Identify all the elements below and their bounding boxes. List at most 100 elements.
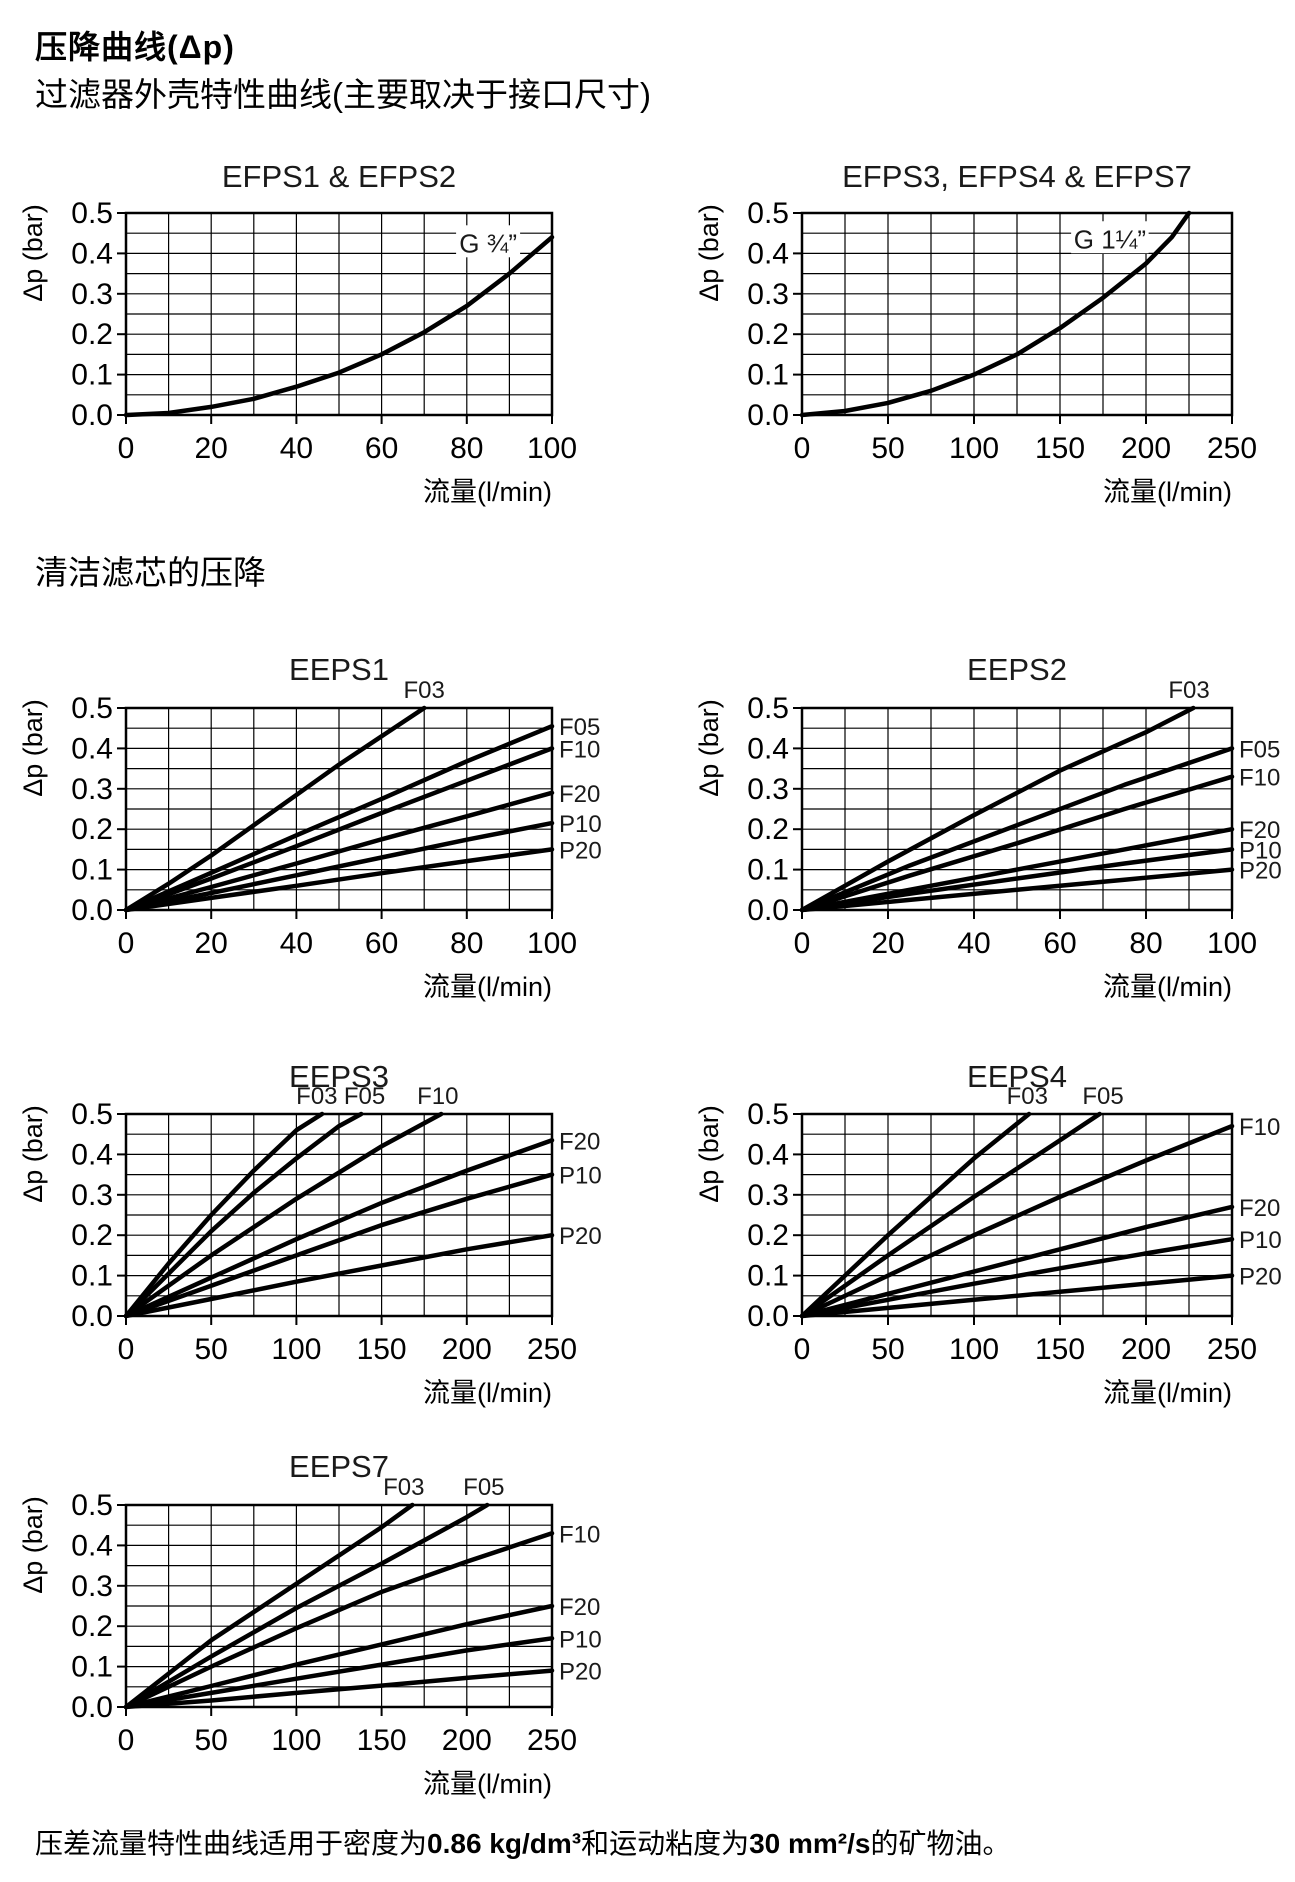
x-tick-label: 20 bbox=[195, 432, 228, 465]
series-line-F05 bbox=[123, 1502, 490, 1710]
series-label-P10: P10 bbox=[1239, 837, 1282, 864]
x-tick-label: 200 bbox=[1121, 1333, 1171, 1366]
x-tick-label: 150 bbox=[357, 1333, 407, 1366]
series-line-P10 bbox=[123, 1636, 555, 1710]
x-tick-label: 100 bbox=[271, 1724, 321, 1757]
x-tick-label: 200 bbox=[1121, 432, 1171, 465]
series-label-F20: F20 bbox=[1239, 1195, 1280, 1222]
series-label-F03: F03 bbox=[296, 1083, 337, 1110]
x-tick-label: 60 bbox=[365, 927, 398, 960]
y-tick-label: 0.0 bbox=[747, 1300, 789, 1333]
y-tick-label: 0.0 bbox=[71, 1300, 113, 1333]
page-subtitle: 过滤器外壳特性曲线(主要取决于接口尺寸) bbox=[35, 76, 651, 113]
y-tick-label: 0.3 bbox=[71, 1570, 113, 1603]
footer-text-prefix: 压差流量特性曲线适用于密度为 bbox=[35, 1828, 428, 1859]
x-axis-title: 流量(l/min) bbox=[1103, 972, 1232, 1002]
x-tick-label: 100 bbox=[949, 432, 999, 465]
x-tick-label: 250 bbox=[1207, 1333, 1257, 1366]
x-axis-title: 流量(l/min) bbox=[423, 972, 552, 1002]
x-tick-label: 150 bbox=[1035, 1333, 1085, 1366]
y-tick-label: 0.3 bbox=[71, 1179, 113, 1212]
series-label-F03: F03 bbox=[1007, 1083, 1048, 1110]
axes: 0 20 40 60 80 100 0.0 0.1 0.2 0.3 0.4 0.5 bbox=[747, 692, 1257, 960]
series-line-F20 bbox=[123, 1603, 555, 1710]
x-tick-label: 150 bbox=[1035, 432, 1085, 465]
series-label-F03: F03 bbox=[1168, 677, 1209, 704]
plot-border bbox=[124, 706, 554, 912]
x-tick-label: 40 bbox=[957, 927, 990, 960]
footer-density-value: 0.86 kg/dm³ bbox=[427, 1828, 582, 1859]
y-tick-label: 0.5 bbox=[71, 1098, 113, 1131]
y-tick-label: 0.5 bbox=[71, 1489, 113, 1522]
series-line-P10 bbox=[123, 820, 555, 913]
footer-text-mid: 和运动粘度为 bbox=[581, 1828, 750, 1859]
y-tick-label: 0.5 bbox=[747, 197, 789, 230]
series-line-P20 bbox=[799, 867, 1235, 913]
series-line-P20 bbox=[123, 847, 555, 913]
y-tick-label: 0.4 bbox=[747, 1138, 789, 1171]
series-line-F20 bbox=[799, 1204, 1235, 1319]
series-line-F05 bbox=[799, 1111, 1102, 1319]
y-axis-title: Δp (bar) bbox=[694, 699, 724, 797]
series-line-G ¾” bbox=[123, 234, 555, 418]
series-label-P10: P10 bbox=[559, 1163, 602, 1190]
plot-border bbox=[800, 706, 1234, 912]
x-tick-label: 0 bbox=[118, 927, 135, 960]
series-line-F10 bbox=[123, 1531, 555, 1710]
plot-border bbox=[800, 1112, 1234, 1318]
series-label-F05: F05 bbox=[1082, 1083, 1123, 1110]
y-tick-label: 0.2 bbox=[747, 813, 789, 846]
series-label-P10: P10 bbox=[1239, 1227, 1282, 1254]
series-line-F03 bbox=[123, 1111, 325, 1319]
y-tick-label: 0.1 bbox=[71, 854, 113, 887]
y-tick-label: 0.1 bbox=[71, 359, 113, 392]
series-line-F05 bbox=[123, 1111, 364, 1319]
y-tick-label: 0.1 bbox=[747, 854, 789, 887]
axes: 0 50 100 150 200 250 0.0 0.1 0.2 0.3 0.4 0.5 bbox=[747, 1098, 1257, 1366]
y-tick-label: 0.2 bbox=[747, 318, 789, 351]
y-tick-label: 0.1 bbox=[71, 1651, 113, 1684]
x-axis-title: 流量(l/min) bbox=[423, 1378, 552, 1408]
x-tick-label: 50 bbox=[871, 432, 904, 465]
y-tick-label: 0.3 bbox=[71, 278, 113, 311]
x-tick-label: 50 bbox=[871, 1333, 904, 1366]
chart-title: EFPS1 & EFPS2 bbox=[222, 159, 456, 194]
y-tick-label: 0.1 bbox=[747, 1260, 789, 1293]
series-line-P10 bbox=[123, 1172, 555, 1319]
y-tick-label: 0.3 bbox=[71, 773, 113, 806]
series-line-F10 bbox=[123, 1111, 444, 1319]
section-heading: 清洁滤芯的压降 bbox=[35, 554, 266, 591]
series-label-F05: F05 bbox=[463, 1474, 504, 1501]
chart-title: EEPS7 bbox=[289, 1449, 389, 1484]
series-line-P10 bbox=[799, 1236, 1235, 1319]
series-label-F20: F20 bbox=[1239, 817, 1280, 844]
y-tick-label: 0.2 bbox=[71, 318, 113, 351]
series-line-P20 bbox=[799, 1273, 1235, 1319]
x-tick-label: 150 bbox=[357, 1724, 407, 1757]
y-tick-label: 0.5 bbox=[747, 1098, 789, 1131]
y-tick-label: 0.4 bbox=[71, 1529, 113, 1562]
x-tick-label: 40 bbox=[280, 927, 313, 960]
y-tick-label: 0.3 bbox=[747, 773, 789, 806]
x-axis-title: 流量(l/min) bbox=[1103, 477, 1232, 507]
series-label-P20: P20 bbox=[1239, 858, 1282, 885]
y-tick-label: 0.0 bbox=[71, 1691, 113, 1724]
series-line-P20 bbox=[123, 1232, 555, 1319]
x-tick-label: 60 bbox=[365, 432, 398, 465]
x-tick-label: 80 bbox=[450, 927, 483, 960]
series-label-F05: F05 bbox=[344, 1083, 385, 1110]
x-tick-label: 80 bbox=[1129, 927, 1162, 960]
x-tick-label: 100 bbox=[527, 432, 577, 465]
x-tick-label: 50 bbox=[195, 1724, 228, 1757]
series-line-G 1¼” bbox=[799, 210, 1192, 418]
x-tick-label: 0 bbox=[118, 432, 135, 465]
series-line-F20 bbox=[799, 826, 1235, 913]
x-tick-label: 100 bbox=[1207, 927, 1257, 960]
series-label-F20: F20 bbox=[559, 1128, 600, 1155]
y-tick-label: 0.3 bbox=[747, 1179, 789, 1212]
page-title: 压降曲线(Δp) bbox=[35, 29, 235, 65]
series-label-F05: F05 bbox=[559, 714, 600, 741]
series-label-P20: P20 bbox=[559, 1659, 602, 1686]
y-tick-label: 0.5 bbox=[747, 692, 789, 725]
